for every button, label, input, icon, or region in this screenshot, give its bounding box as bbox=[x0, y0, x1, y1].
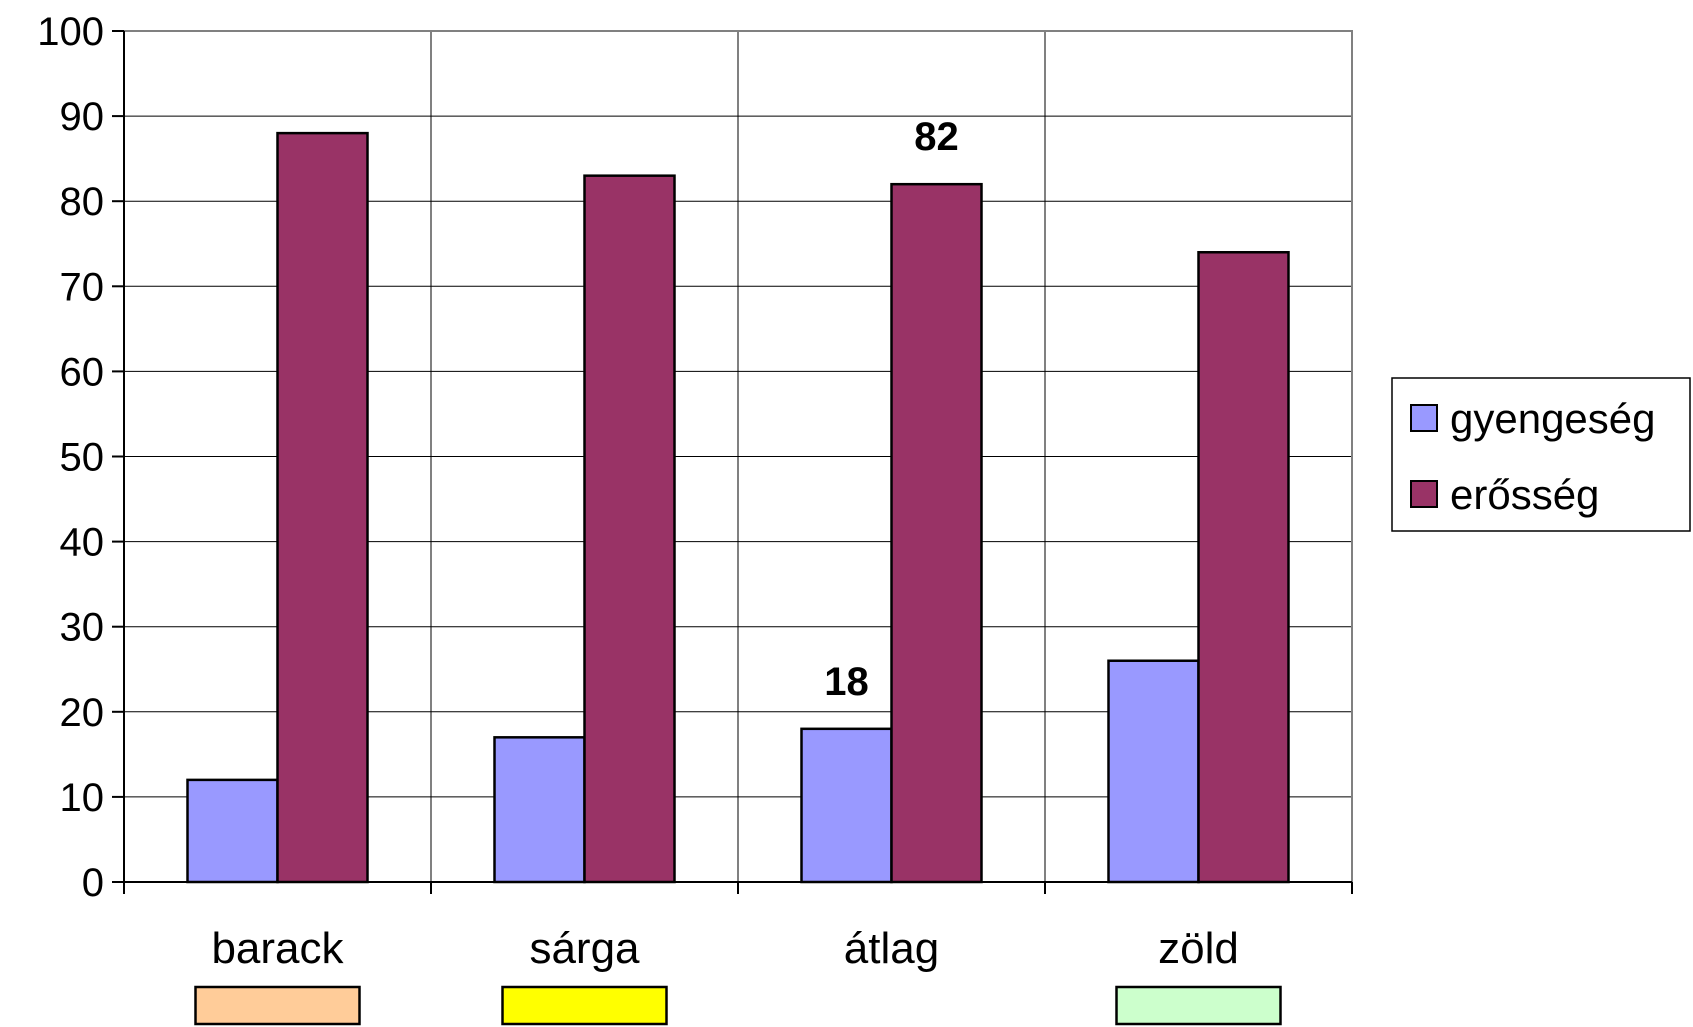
bar-gyengeseg-1 bbox=[493, 736, 586, 884]
legend: gyengeség erősség bbox=[1391, 377, 1691, 532]
y-tick-label: 20 bbox=[60, 691, 105, 735]
category-color-swatch bbox=[1115, 985, 1282, 1026]
y-tick-label: 30 bbox=[60, 606, 105, 650]
y-tick-label: 40 bbox=[60, 521, 105, 565]
bar-erosseg-1 bbox=[583, 174, 676, 884]
bar-erosseg-0 bbox=[276, 131, 369, 884]
y-tick-label: 70 bbox=[60, 265, 105, 309]
data-label: 18 bbox=[824, 660, 869, 704]
y-tick-label: 0 bbox=[82, 861, 104, 905]
y-tick-label: 80 bbox=[60, 180, 105, 224]
axes bbox=[112, 30, 1353, 894]
legend-label: erősség bbox=[1450, 471, 1599, 518]
legend-swatch bbox=[1410, 480, 1438, 508]
bars bbox=[186, 131, 1290, 884]
category-color-swatch bbox=[194, 985, 361, 1026]
bar-gyengeseg-0 bbox=[186, 778, 279, 884]
legend-label: gyengeség bbox=[1450, 395, 1656, 442]
bar-gyengeseg-3 bbox=[1107, 659, 1200, 884]
legend-swatch bbox=[1410, 404, 1438, 432]
y-tick-label: 10 bbox=[60, 776, 105, 820]
y-tick-label: 90 bbox=[60, 95, 105, 139]
category-color-swatch bbox=[501, 985, 668, 1026]
category-label: sárga bbox=[529, 924, 640, 973]
bar-gyengeseg-2 bbox=[800, 727, 893, 884]
bar-erosseg-3 bbox=[1197, 251, 1290, 884]
y-tick-label: 60 bbox=[60, 350, 105, 394]
legend-box bbox=[1391, 377, 1691, 532]
category-label: zöld bbox=[1158, 924, 1239, 973]
data-label: 82 bbox=[914, 115, 959, 159]
category-label: átlag bbox=[844, 924, 939, 973]
labels: 0 10 20 30 40 50 60 70 80 90 100 barack sárga átlag zö… bbox=[37, 10, 1282, 1026]
y-tick-label: 50 bbox=[60, 436, 105, 480]
y-tick-label: 100 bbox=[37, 10, 104, 54]
bar-erosseg-2 bbox=[890, 182, 983, 884]
category-label: barack bbox=[211, 924, 344, 973]
